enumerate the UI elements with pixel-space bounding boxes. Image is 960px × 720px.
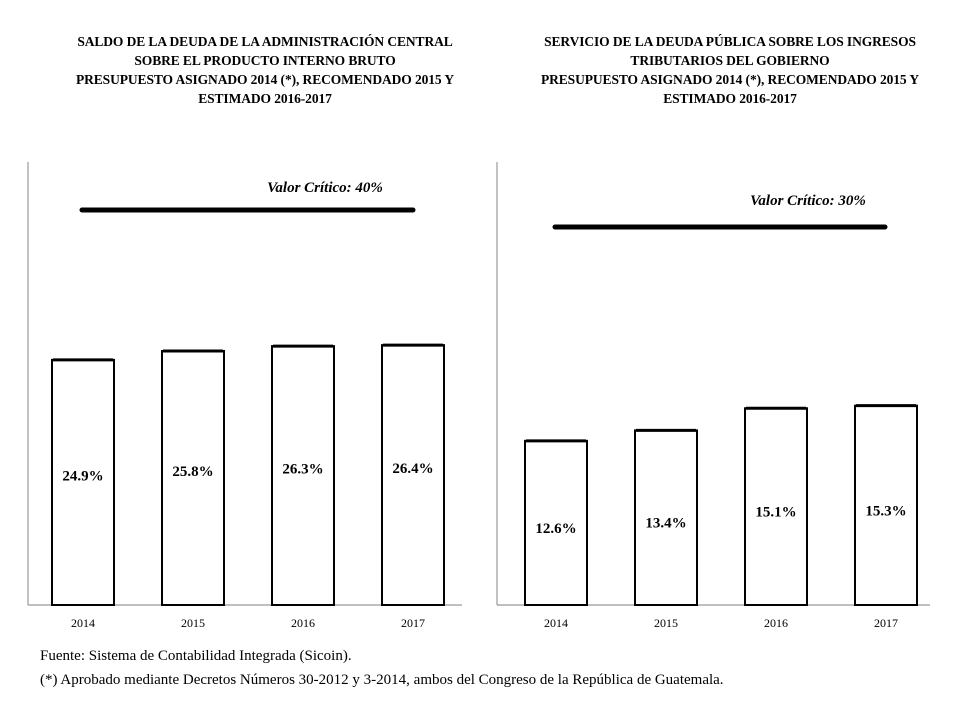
right-title-line: SERVICIO DE LA DEUDA PÚBLICA SOBRE LOS I… bbox=[544, 34, 916, 49]
data-label: 24.9% bbox=[62, 468, 103, 484]
bar bbox=[161, 350, 225, 606]
x-tick-label: 2015 bbox=[181, 616, 205, 630]
x-tick-label: 2017 bbox=[874, 616, 898, 630]
data-label: 15.3% bbox=[865, 503, 906, 519]
data-label: 13.4% bbox=[645, 516, 686, 532]
critical-value-label: Valor Crítico: 30% bbox=[750, 193, 866, 209]
x-tick-label: 2014 bbox=[71, 616, 95, 630]
left-chart-title: SALDO DE LA DEUDA DE LA ADMINISTRACIÓN C… bbox=[40, 32, 490, 108]
right-title-line: TRIBUTARIOS DEL GOBIERNO bbox=[630, 53, 830, 68]
left-title-line: ESTIMADO 2016-2017 bbox=[198, 91, 332, 106]
left-title-line: SALDO DE LA DEUDA DE LA ADMINISTRACIÓN C… bbox=[77, 34, 453, 49]
data-label: 15.1% bbox=[755, 505, 796, 521]
x-tick-label: 2016 bbox=[764, 616, 788, 630]
bar bbox=[271, 345, 335, 606]
right-title-line: ESTIMADO 2016-2017 bbox=[663, 91, 797, 106]
bar bbox=[381, 344, 445, 607]
debt-service-to-tax-revenue-chart: Valor Crítico: 30% 12.6% 2014 13.4% 2015 15.1… bbox=[496, 162, 930, 630]
debt-to-gdp-chart: Valor Crítico: 40% 24.9% 2014 25.8% 2015 26.3… bbox=[27, 162, 462, 630]
source-footnote: Fuente: Sistema de Contabilidad Integrad… bbox=[40, 648, 352, 664]
x-tick-label: 2015 bbox=[654, 616, 678, 630]
left-title-line: SOBRE EL PRODUCTO INTERNO BRUTO bbox=[134, 53, 396, 68]
x-tick-label: 2017 bbox=[401, 616, 425, 630]
data-label: 26.3% bbox=[282, 462, 323, 478]
bar bbox=[744, 407, 808, 606]
x-tick-label: 2014 bbox=[544, 616, 568, 630]
bar bbox=[51, 358, 115, 606]
approval-footnote: (*) Aprobado mediante Decretos Números 3… bbox=[40, 672, 724, 688]
data-label: 25.8% bbox=[172, 464, 213, 480]
bar bbox=[524, 439, 588, 606]
left-title-line: PRESUPUESTO ASIGNADO 2014 (*), RECOMENDA… bbox=[75, 72, 454, 87]
critical-value-label: Valor Crítico: 40% bbox=[267, 180, 383, 196]
right-chart-title: SERVICIO DE LA DEUDA PÚBLICA SOBRE LOS I… bbox=[510, 32, 950, 108]
x-tick-label: 2016 bbox=[291, 616, 315, 630]
bar bbox=[634, 429, 698, 606]
right-title-line: PRESUPUESTO ASIGNADO 2014 (*), RECOMENDA… bbox=[540, 72, 919, 87]
bar bbox=[854, 404, 918, 606]
data-label: 12.6% bbox=[535, 521, 576, 537]
data-label: 26.4% bbox=[392, 461, 433, 477]
